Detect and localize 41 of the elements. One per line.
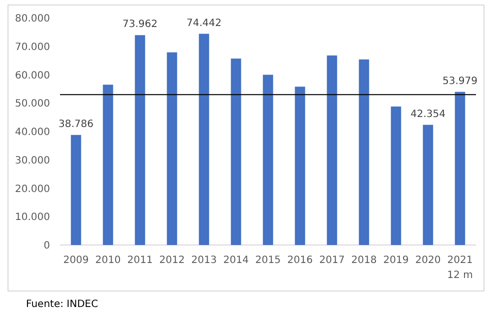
- x-tick-label: 2010: [95, 255, 121, 266]
- bar: [358, 59, 370, 245]
- y-tick-label: 10.000: [15, 212, 50, 224]
- y-tick-label: 60.000: [15, 70, 50, 82]
- x-tick-label: 2018: [351, 255, 377, 266]
- x-tick-label: 2011: [127, 255, 153, 266]
- bar: [230, 58, 242, 245]
- bar: [134, 35, 146, 245]
- x-tick-label: 2021 12 m: [447, 255, 473, 281]
- bar: [166, 52, 178, 245]
- x-tick-label: 2012: [159, 255, 185, 266]
- data-label: 53.979: [442, 76, 478, 87]
- x-tick-label: 2019: [383, 255, 409, 266]
- y-tick-label: 80.000: [15, 14, 50, 24]
- data-label: 38.786: [58, 118, 94, 130]
- bar: [454, 92, 466, 245]
- data-label: 42.354: [410, 108, 446, 120]
- bar: [70, 134, 82, 245]
- x-tick-label: 2020: [415, 255, 441, 266]
- data-label: 74.442: [186, 18, 222, 29]
- y-tick-label: 20.000: [15, 184, 50, 195]
- x-tick-label: 2013: [191, 255, 217, 266]
- y-tick-label: 70.000: [15, 42, 50, 53]
- y-tick-label: 50.000: [15, 98, 50, 110]
- bar: [390, 106, 402, 245]
- bar: [326, 55, 338, 245]
- x-tick-label: 2009: [63, 255, 89, 266]
- x-tick-label: 2017: [319, 255, 345, 266]
- bar: [262, 74, 274, 245]
- y-tick-label: 40.000: [15, 127, 50, 138]
- x-tick-label: 2015: [255, 255, 281, 266]
- bar: [294, 86, 306, 245]
- x-tick-label: 2014: [223, 255, 249, 266]
- bar: [198, 34, 210, 245]
- x-tick-label: 2016: [287, 255, 313, 266]
- y-tick-label: 0: [44, 240, 50, 252]
- data-label: 73.962: [122, 19, 158, 30]
- y-tick-label: 30.000: [15, 155, 50, 166]
- bar: [102, 84, 114, 245]
- source-note: Fuente: INDEC: [26, 299, 98, 310]
- bar: [422, 124, 434, 245]
